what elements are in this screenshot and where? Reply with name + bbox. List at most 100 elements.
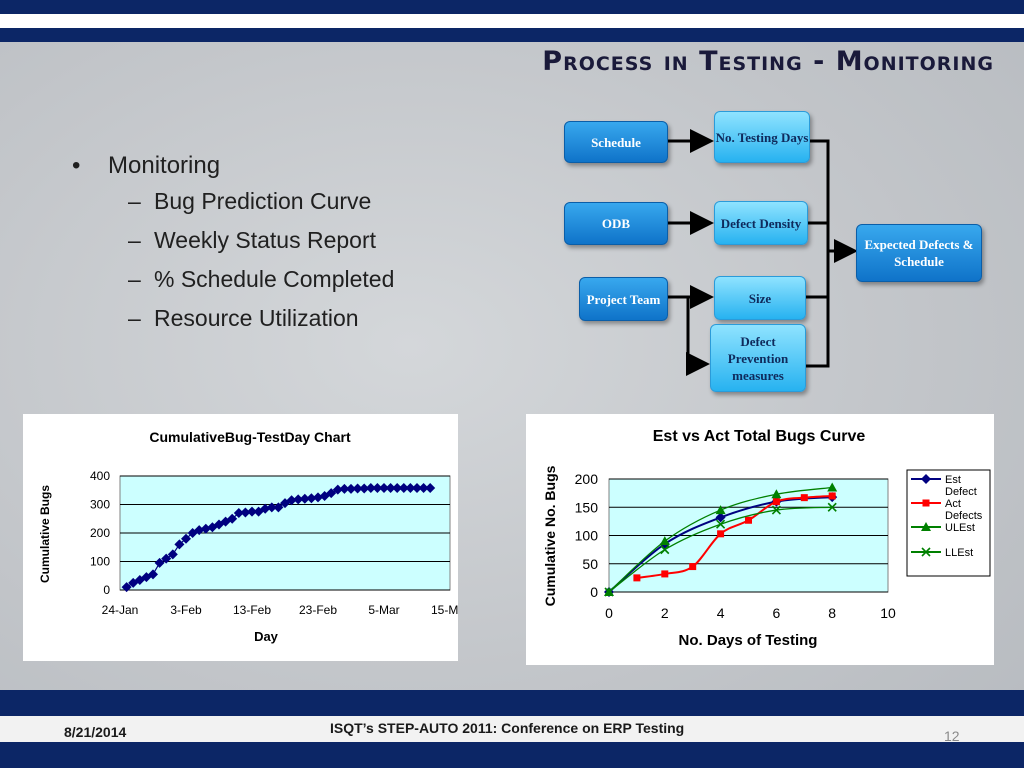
dash-icon: – (128, 305, 141, 331)
flow-box-schedule: Schedule (564, 121, 668, 163)
dash-icon: – (128, 266, 141, 292)
data-point (352, 483, 363, 494)
data-point (716, 519, 726, 529)
bottom-band (0, 742, 1024, 768)
data-point (715, 512, 726, 523)
y-tick-label: 300 (90, 498, 110, 512)
x-tick-label: 0 (605, 605, 613, 621)
data-point (661, 570, 669, 578)
data-point (385, 482, 396, 493)
flow-box-size: Size (714, 276, 806, 320)
bullet-item: • Monitoring (72, 152, 394, 180)
data-point (240, 507, 251, 518)
x-axis-label: Day (254, 629, 279, 644)
y-tick-label: 150 (575, 499, 599, 515)
x-axis-label: No. Days of Testing (679, 632, 818, 649)
footer-title: ISQT’s STEP-AUTO 2011: Conference on ERP… (330, 720, 685, 736)
legend-label: Act (945, 498, 961, 510)
flow-label: Defect Prevention measures (727, 333, 789, 383)
y-axis-label: Cumulative Bugs (38, 485, 52, 583)
bottom-band (0, 690, 1024, 716)
chart-est-vs-act: Est vs Act Total Bugs Curve No. Days of … (526, 414, 994, 665)
footer-date: 8/21/2014 (64, 724, 127, 740)
connector-bus-left (806, 139, 830, 299)
data-point (200, 523, 211, 534)
y-tick-label: 100 (575, 528, 599, 544)
legend-label: Defects (945, 510, 983, 522)
flow-label: Project Team (586, 291, 661, 307)
data-point (717, 530, 725, 538)
flow-label: Schedule (591, 134, 641, 150)
y-axis-label: Cumulative No. Bugs (542, 465, 558, 606)
data-point (141, 572, 152, 583)
connector-bus-prevention (806, 297, 830, 368)
sub-bullet-text: Bug Prediction Curve (154, 188, 372, 214)
flow-box-expected: Expected Defects & Schedule (856, 224, 982, 282)
data-point (922, 499, 930, 507)
flow-box-project-team: Project Team (579, 277, 668, 321)
data-point (207, 522, 218, 533)
data-point (181, 533, 191, 544)
x-tick-label: 2 (661, 605, 669, 621)
legend-box (906, 469, 991, 577)
data-point (339, 483, 350, 494)
data-point (299, 493, 310, 504)
data-point (233, 508, 244, 519)
flow-label: ODB (601, 216, 631, 231)
sub-bullet-text: % Schedule Completed (154, 266, 395, 292)
bottom-band-stripe (0, 716, 1024, 742)
data-point (332, 484, 343, 495)
data-point (174, 539, 185, 550)
y-tick-label: 50 (582, 556, 598, 572)
bullet-text: Monitoring (108, 152, 221, 179)
sub-bullet-text: Resource Utilization (154, 305, 359, 331)
data-point (921, 474, 931, 484)
data-point (227, 513, 238, 524)
x-tick-label: 24-Jan (102, 603, 139, 617)
legend-label: Defect (945, 486, 977, 498)
data-point (398, 482, 409, 493)
sub-bullet-item: – Resource Utilization (72, 305, 394, 332)
y-tick-label: 400 (90, 469, 110, 483)
sub-bullet-item: – Weekly Status Report (72, 227, 394, 254)
data-point (220, 516, 231, 527)
flow-box-defect-prevention: Defect Prevention measures (710, 324, 806, 392)
connector-team-prevention (686, 297, 710, 376)
data-point (273, 502, 284, 513)
y-tick-label: 0 (103, 583, 110, 597)
data-point (161, 553, 172, 564)
data-point (121, 582, 132, 593)
data-point (827, 482, 838, 492)
data-point (412, 482, 422, 493)
data-point (326, 488, 337, 499)
data-point (771, 489, 782, 499)
flow-box-testing-days: No. Testing Days (714, 111, 810, 163)
y-tick-label: 200 (90, 526, 110, 540)
flow-box-defect-density: Defect Density (714, 201, 808, 245)
data-point (194, 525, 205, 536)
x-tick-label: 6 (773, 605, 781, 621)
chart-cumulative-bugs-svg: CumulativeBug-TestDay Chart Day Cumulati… (38, 429, 458, 644)
data-point (154, 557, 165, 568)
data-point (715, 505, 726, 515)
data-point (745, 516, 752, 524)
sub-bullet-text: Weekly Status Report (154, 227, 377, 253)
top-band-stripe (0, 14, 1024, 28)
data-point (921, 522, 931, 531)
chart-title: Est vs Act Total Bugs Curve (653, 428, 866, 445)
slide-title: Process in Testing - Monitoring (542, 46, 994, 77)
data-point (827, 502, 837, 512)
x-tick-label: 15-Mar (431, 603, 458, 617)
data-point (660, 545, 670, 555)
flow-label: No. Testing Days (715, 129, 809, 145)
y-tick-label: 100 (90, 555, 110, 569)
data-point (418, 482, 429, 493)
data-point (800, 494, 808, 502)
data-point (689, 563, 697, 571)
data-point (659, 536, 670, 546)
dash-icon: – (128, 227, 141, 253)
data-point (425, 482, 436, 493)
y-tick-label: 200 (575, 471, 599, 487)
flow-box-odb: ODB (564, 202, 668, 245)
